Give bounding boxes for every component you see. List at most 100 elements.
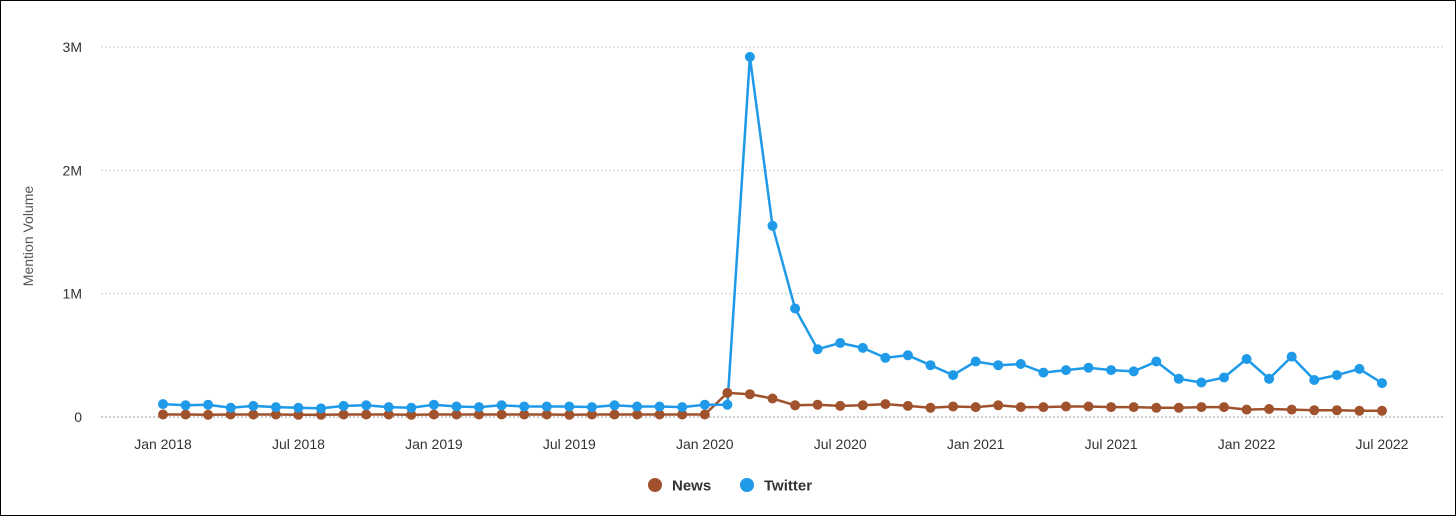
twitter-data-point[interactable] bbox=[1331, 370, 1342, 381]
twitter-data-point[interactable] bbox=[1128, 366, 1139, 377]
news-data-point[interactable] bbox=[270, 409, 281, 420]
news-data-point[interactable] bbox=[1151, 402, 1162, 413]
twitter-data-point[interactable] bbox=[925, 360, 936, 371]
news-data-point[interactable] bbox=[541, 409, 552, 420]
twitter-data-point[interactable] bbox=[496, 400, 507, 411]
news-data-point[interactable] bbox=[519, 409, 530, 420]
twitter-data-point[interactable] bbox=[451, 401, 462, 412]
twitter-data-point[interactable] bbox=[699, 399, 710, 410]
news-data-point[interactable] bbox=[880, 399, 891, 410]
twitter-data-point[interactable] bbox=[180, 400, 191, 411]
twitter-data-point[interactable] bbox=[744, 51, 755, 62]
news-data-point[interactable] bbox=[1128, 402, 1139, 413]
twitter-data-point[interactable] bbox=[428, 399, 439, 410]
news-data-point[interactable] bbox=[790, 400, 801, 411]
twitter-data-point[interactable] bbox=[1106, 365, 1117, 376]
twitter-data-point[interactable] bbox=[1377, 378, 1387, 389]
news-data-point[interactable] bbox=[699, 409, 710, 420]
twitter-data-point[interactable] bbox=[270, 402, 281, 413]
twitter-data-point[interactable] bbox=[1083, 362, 1094, 373]
news-data-point[interactable] bbox=[835, 400, 846, 411]
news-data-point[interactable] bbox=[203, 409, 214, 420]
twitter-data-point[interactable] bbox=[722, 399, 733, 410]
news-data-point[interactable] bbox=[406, 409, 417, 420]
twitter-data-point[interactable] bbox=[812, 344, 823, 355]
twitter-data-point[interactable] bbox=[203, 399, 214, 410]
twitter-data-point[interactable] bbox=[970, 356, 981, 367]
twitter-data-point[interactable] bbox=[383, 402, 394, 413]
news-data-point[interactable] bbox=[1286, 404, 1297, 415]
twitter-data-point[interactable] bbox=[1061, 365, 1071, 376]
news-data-point[interactable] bbox=[744, 389, 755, 400]
news-data-point[interactable] bbox=[1331, 405, 1342, 416]
news-data-point[interactable] bbox=[586, 409, 597, 420]
twitter-data-point[interactable] bbox=[541, 401, 552, 412]
news-data-point[interactable] bbox=[1219, 402, 1229, 413]
twitter-data-point[interactable] bbox=[609, 400, 620, 411]
twitter-data-point[interactable] bbox=[767, 220, 778, 231]
twitter-data-point[interactable] bbox=[835, 338, 846, 348]
news-data-point[interactable] bbox=[1309, 405, 1320, 416]
twitter-data-point[interactable] bbox=[474, 402, 484, 413]
twitter-data-point[interactable] bbox=[1151, 356, 1162, 367]
twitter-data-point[interactable] bbox=[1241, 354, 1252, 364]
news-data-point[interactable] bbox=[383, 409, 394, 420]
news-data-point[interactable] bbox=[1083, 401, 1094, 412]
news-data-point[interactable] bbox=[993, 400, 1004, 411]
twitter-data-point[interactable] bbox=[993, 360, 1004, 371]
news-data-point[interactable] bbox=[857, 400, 868, 411]
news-data-point[interactable] bbox=[902, 400, 913, 411]
news-data-point[interactable] bbox=[677, 409, 688, 420]
twitter-data-point[interactable] bbox=[654, 401, 665, 412]
twitter-data-point[interactable] bbox=[1173, 373, 1184, 384]
news-data-point[interactable] bbox=[293, 409, 304, 420]
twitter-data-point[interactable] bbox=[790, 303, 801, 314]
news-data-point[interactable] bbox=[1038, 402, 1049, 413]
news-data-point[interactable] bbox=[925, 402, 936, 413]
twitter-data-point[interactable] bbox=[1219, 372, 1229, 383]
news-data-point[interactable] bbox=[654, 409, 665, 420]
twitter-data-point[interactable] bbox=[677, 402, 688, 413]
news-data-point[interactable] bbox=[722, 387, 733, 398]
twitter-data-point[interactable] bbox=[519, 401, 530, 412]
twitter-data-point[interactable] bbox=[406, 402, 417, 413]
news-data-point[interactable] bbox=[428, 409, 439, 420]
news-data-point[interactable] bbox=[1354, 405, 1365, 416]
news-data-point[interactable] bbox=[970, 402, 981, 413]
twitter-data-point[interactable] bbox=[1038, 367, 1049, 378]
news-data-point[interactable] bbox=[1377, 405, 1387, 416]
twitter-data-point[interactable] bbox=[1286, 351, 1297, 362]
twitter-data-point[interactable] bbox=[1264, 373, 1275, 384]
news-data-point[interactable] bbox=[474, 409, 484, 420]
news-data-point[interactable] bbox=[767, 393, 778, 404]
news-data-point[interactable] bbox=[338, 409, 349, 420]
news-data-point[interactable] bbox=[632, 409, 643, 420]
legend-item-news[interactable]: News bbox=[648, 478, 711, 495]
news-data-point[interactable] bbox=[361, 409, 372, 420]
news-data-point[interactable] bbox=[1196, 402, 1207, 413]
news-data-point[interactable] bbox=[609, 409, 620, 420]
twitter-data-point[interactable] bbox=[1015, 359, 1026, 369]
twitter-data-point[interactable] bbox=[632, 401, 643, 412]
news-data-point[interactable] bbox=[1061, 401, 1071, 412]
legend-item-twitter[interactable]: Twitter bbox=[740, 478, 812, 495]
news-data-point[interactable] bbox=[1015, 402, 1026, 413]
twitter-data-point[interactable] bbox=[225, 402, 236, 413]
news-data-point[interactable] bbox=[1106, 402, 1117, 413]
twitter-data-point[interactable] bbox=[248, 400, 259, 411]
twitter-data-point[interactable] bbox=[316, 403, 326, 414]
news-data-point[interactable] bbox=[948, 401, 959, 412]
news-data-point[interactable] bbox=[158, 409, 168, 420]
twitter-data-point[interactable] bbox=[1354, 363, 1365, 374]
news-data-point[interactable] bbox=[248, 409, 259, 420]
twitter-data-point[interactable] bbox=[880, 352, 891, 363]
news-data-point[interactable] bbox=[1264, 404, 1275, 414]
twitter-data-point[interactable] bbox=[361, 400, 372, 411]
twitter-data-point[interactable] bbox=[158, 399, 168, 410]
twitter-data-point[interactable] bbox=[586, 402, 597, 413]
twitter-data-point[interactable] bbox=[293, 402, 304, 413]
twitter-data-point[interactable] bbox=[902, 350, 913, 361]
twitter-data-point[interactable] bbox=[857, 342, 868, 353]
news-data-point[interactable] bbox=[451, 409, 462, 420]
twitter-data-point[interactable] bbox=[1196, 377, 1207, 388]
